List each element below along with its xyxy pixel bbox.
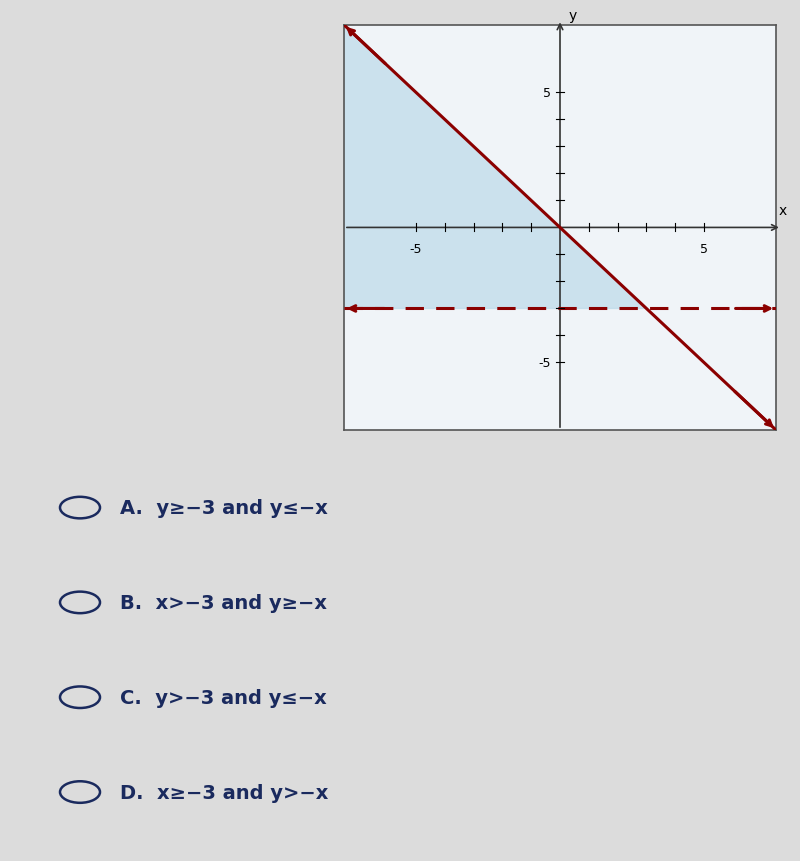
Text: -5: -5 xyxy=(410,243,422,256)
Text: -5: -5 xyxy=(539,356,551,369)
Text: x: x xyxy=(779,203,787,217)
Text: B.  x>−3 and y≥−x: B. x>−3 and y≥−x xyxy=(120,593,327,612)
Text: 5: 5 xyxy=(543,87,551,100)
Text: C.  y>−3 and y≤−x: C. y>−3 and y≤−x xyxy=(120,688,326,707)
Text: A.  y≥−3 and y≤−x: A. y≥−3 and y≤−x xyxy=(120,499,328,517)
Text: D.  x≥−3 and y>−x: D. x≥−3 and y>−x xyxy=(120,783,328,802)
Text: y: y xyxy=(569,9,577,23)
Text: 5: 5 xyxy=(700,243,708,256)
Polygon shape xyxy=(344,26,646,309)
